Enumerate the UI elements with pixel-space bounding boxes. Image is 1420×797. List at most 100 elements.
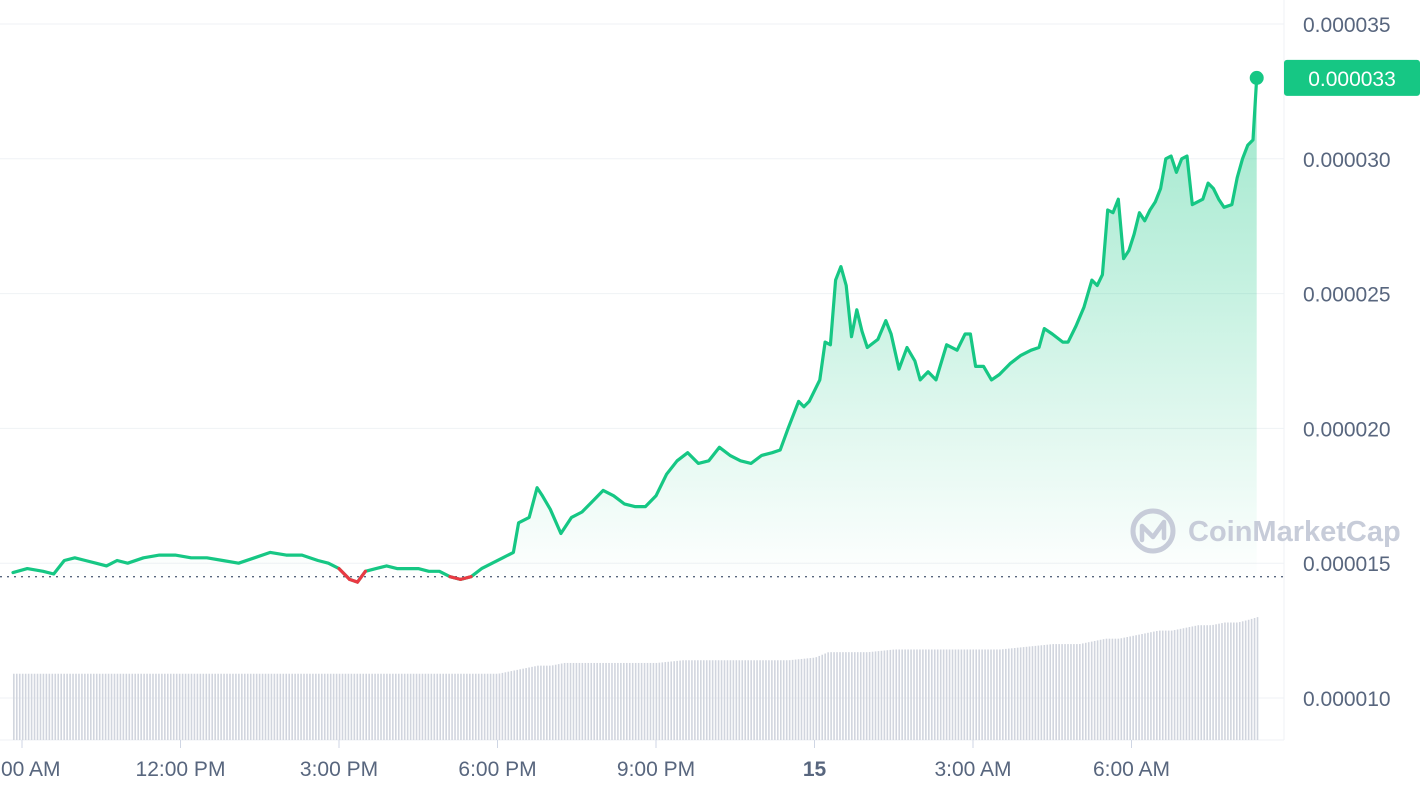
volume-bar — [463, 673, 465, 740]
volume-bar — [960, 649, 963, 740]
volume-bar — [232, 673, 234, 740]
volume-bar — [1037, 645, 1040, 740]
volume-bar — [326, 673, 329, 740]
volume-bar — [877, 651, 880, 740]
volume-bar — [842, 652, 844, 740]
volume-bar — [664, 662, 667, 740]
volume-bar — [128, 673, 131, 740]
volume-bar — [990, 649, 992, 740]
x-tick-label: 6:00 AM — [1093, 758, 1170, 781]
volume-bar — [625, 662, 628, 740]
current-price: 0.000033 — [1249, 59, 1420, 96]
volume-bar — [848, 652, 850, 740]
volume-bar — [255, 673, 258, 740]
volume-bar — [294, 673, 296, 740]
volume-bar — [750, 660, 752, 740]
volume-bar — [395, 673, 397, 740]
volume-bar — [335, 673, 338, 740]
volume-bar — [261, 673, 264, 740]
y-tick-label: 0.000010 — [1303, 688, 1391, 711]
volume-bar — [1025, 646, 1028, 740]
volume-bar — [270, 673, 273, 740]
volume-bar — [45, 673, 48, 740]
volume-bar — [489, 673, 492, 740]
price-line-up[interactable] — [11, 76, 1259, 584]
volume-bar — [374, 673, 376, 740]
volume-bar — [768, 660, 770, 740]
volume-bar — [353, 673, 356, 740]
volume-bar — [486, 673, 489, 740]
volume-bar — [1046, 644, 1049, 740]
price-line[interactable] — [11, 76, 1259, 584]
volume-bar — [667, 661, 670, 740]
volume-bar — [1117, 638, 1120, 740]
volume-bar — [874, 651, 877, 740]
volume-bar — [397, 673, 400, 740]
volume-bar — [229, 673, 231, 740]
volume-bar — [24, 673, 27, 740]
volume-bar — [575, 662, 578, 740]
current-price-badge — [1284, 59, 1420, 96]
volume-bar — [469, 673, 471, 740]
volume-bar — [933, 649, 936, 740]
volume-bar — [925, 649, 927, 740]
volume-bar — [800, 658, 803, 740]
volume-bar — [871, 651, 874, 740]
y-tick-label: 0.000015 — [1303, 553, 1391, 576]
volume-bar — [643, 662, 646, 740]
volume-bar — [738, 660, 741, 740]
volume-bar — [729, 660, 732, 740]
volume-bar — [175, 673, 178, 740]
volume-bar — [187, 673, 190, 740]
volume-bar — [697, 660, 699, 740]
volume-bar — [827, 652, 829, 740]
volume-bar — [880, 650, 883, 740]
volume-bar — [131, 673, 134, 740]
volume-bar — [812, 657, 815, 740]
volume-bar — [939, 649, 942, 740]
volume-bar — [901, 649, 903, 740]
volume-bar — [288, 673, 291, 740]
volume-bar — [1179, 628, 1182, 740]
volume-bar — [717, 660, 720, 740]
volume-bar — [477, 673, 480, 740]
volume-bar — [92, 673, 95, 740]
volume-bar — [782, 660, 785, 740]
volume-bar — [868, 652, 871, 740]
volume-bar — [978, 649, 980, 740]
volume-bar — [318, 673, 320, 740]
volume-bar — [513, 670, 516, 740]
volume-bar — [1188, 627, 1191, 740]
volume-bar — [655, 662, 658, 740]
volume-bar — [1164, 630, 1167, 740]
volume-bar — [584, 662, 587, 740]
volume-bar — [448, 673, 450, 740]
price-line-down-segment — [355, 569, 368, 584]
volume-bar — [501, 672, 504, 740]
volume-bar — [1170, 630, 1173, 740]
current-price-dot — [1249, 70, 1264, 85]
volume-bar — [1064, 644, 1066, 740]
volume-bar — [951, 649, 954, 740]
volume-bar — [510, 671, 513, 740]
volume-bar — [540, 665, 542, 740]
volume-bar — [241, 673, 243, 740]
volume-bar — [714, 660, 717, 740]
volume-bar — [708, 660, 711, 740]
volume-bar — [246, 673, 249, 740]
volume-bar — [243, 673, 246, 740]
volume-bar — [1007, 648, 1010, 740]
volume-bar — [1049, 644, 1052, 740]
volume-bar — [969, 649, 972, 740]
volume-bar — [235, 673, 237, 740]
volume-bar — [1079, 644, 1081, 740]
volume-bar — [332, 673, 335, 740]
volume-bar — [54, 673, 57, 740]
volume-bar — [599, 662, 601, 740]
volume-bar — [700, 660, 702, 740]
price-line-down-segment — [337, 566, 352, 581]
y-tick-label: 0.000030 — [1303, 149, 1391, 172]
volume-bar — [922, 649, 924, 740]
